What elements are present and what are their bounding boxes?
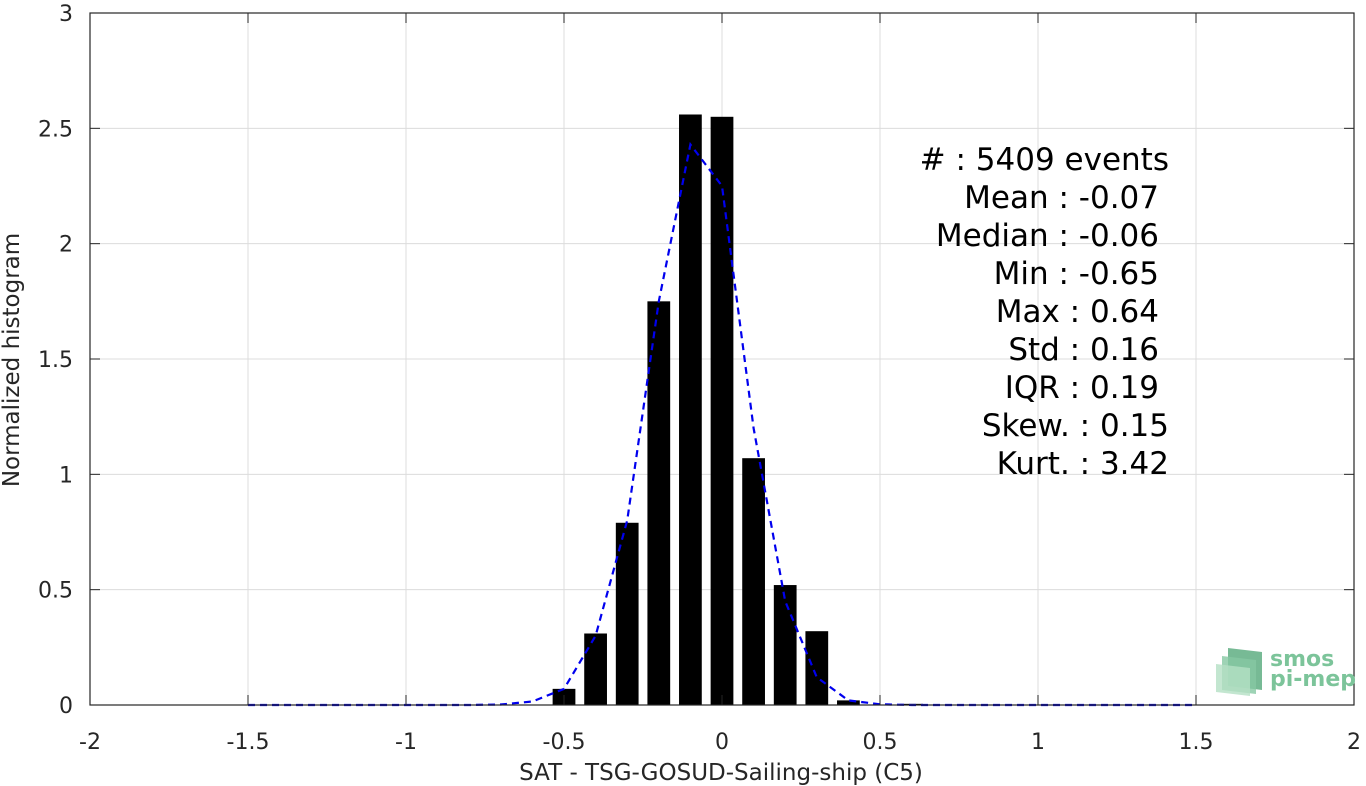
histogram-bar xyxy=(805,631,829,705)
histogram-bar xyxy=(710,116,734,706)
y-tick-label: 2.5 xyxy=(38,117,73,142)
stat-line: Max : 0.64 xyxy=(996,294,1159,330)
stat-line: Kurt. : 3.42 xyxy=(997,446,1169,482)
stat-line: Skew. : 0.15 xyxy=(982,408,1169,444)
x-tick-label: -1.5 xyxy=(227,730,270,755)
histogram-bar xyxy=(615,522,639,705)
stat-line: Min : -0.65 xyxy=(994,256,1159,292)
stat-line: Median : -0.06 xyxy=(936,218,1159,254)
x-tick-label: 2 xyxy=(1347,730,1361,755)
x-tick-label: -2 xyxy=(79,730,101,755)
x-tick-label: 0.5 xyxy=(863,730,898,755)
bar-series xyxy=(552,114,923,706)
y-tick-label: 2 xyxy=(59,233,73,258)
smos-pimep-logo: smos pi-mep xyxy=(1216,647,1356,696)
logo-text-pimep: pi-mep xyxy=(1270,667,1356,692)
x-axis-ticks: -2 -1.5 -1 -0.5 0 0.5 1 1.5 2 xyxy=(79,13,1361,755)
x-tick-label: 0 xyxy=(715,730,729,755)
histogram-bar xyxy=(679,114,702,705)
x-tick-label: -1 xyxy=(395,730,417,755)
stat-line: IQR : 0.19 xyxy=(1005,370,1159,406)
x-tick-label: -0.5 xyxy=(543,730,586,755)
histogram-bar xyxy=(647,301,671,705)
x-tick-label: 1.5 xyxy=(1179,730,1214,755)
y-tick-label: 0.5 xyxy=(38,579,73,604)
y-axis-label: Normalized histogram xyxy=(0,233,25,487)
histogram-bar xyxy=(742,458,765,705)
y-tick-label: 0 xyxy=(59,694,73,719)
y-tick-label: 3 xyxy=(59,2,73,27)
logo-icon xyxy=(1216,648,1262,696)
histogram-bar xyxy=(837,700,860,705)
y-tick-label: 1 xyxy=(59,463,73,488)
stat-line: Std : 0.16 xyxy=(1008,332,1159,368)
x-axis-label: SAT - TSG-GOSUD-Sailing-ship (C5) xyxy=(519,760,923,786)
histogram-bar xyxy=(773,585,797,705)
logo-text-smos: smos xyxy=(1270,647,1334,672)
x-tick-label: 1 xyxy=(1031,730,1045,755)
histogram-bar xyxy=(584,633,607,705)
stat-line: # : 5409 events xyxy=(920,142,1169,178)
stat-line: Mean : -0.07 xyxy=(964,180,1159,216)
y-axis-ticks: 0 0.5 1 1.5 2 2.5 3 xyxy=(38,2,1354,719)
y-tick-label: 1.5 xyxy=(38,348,73,373)
